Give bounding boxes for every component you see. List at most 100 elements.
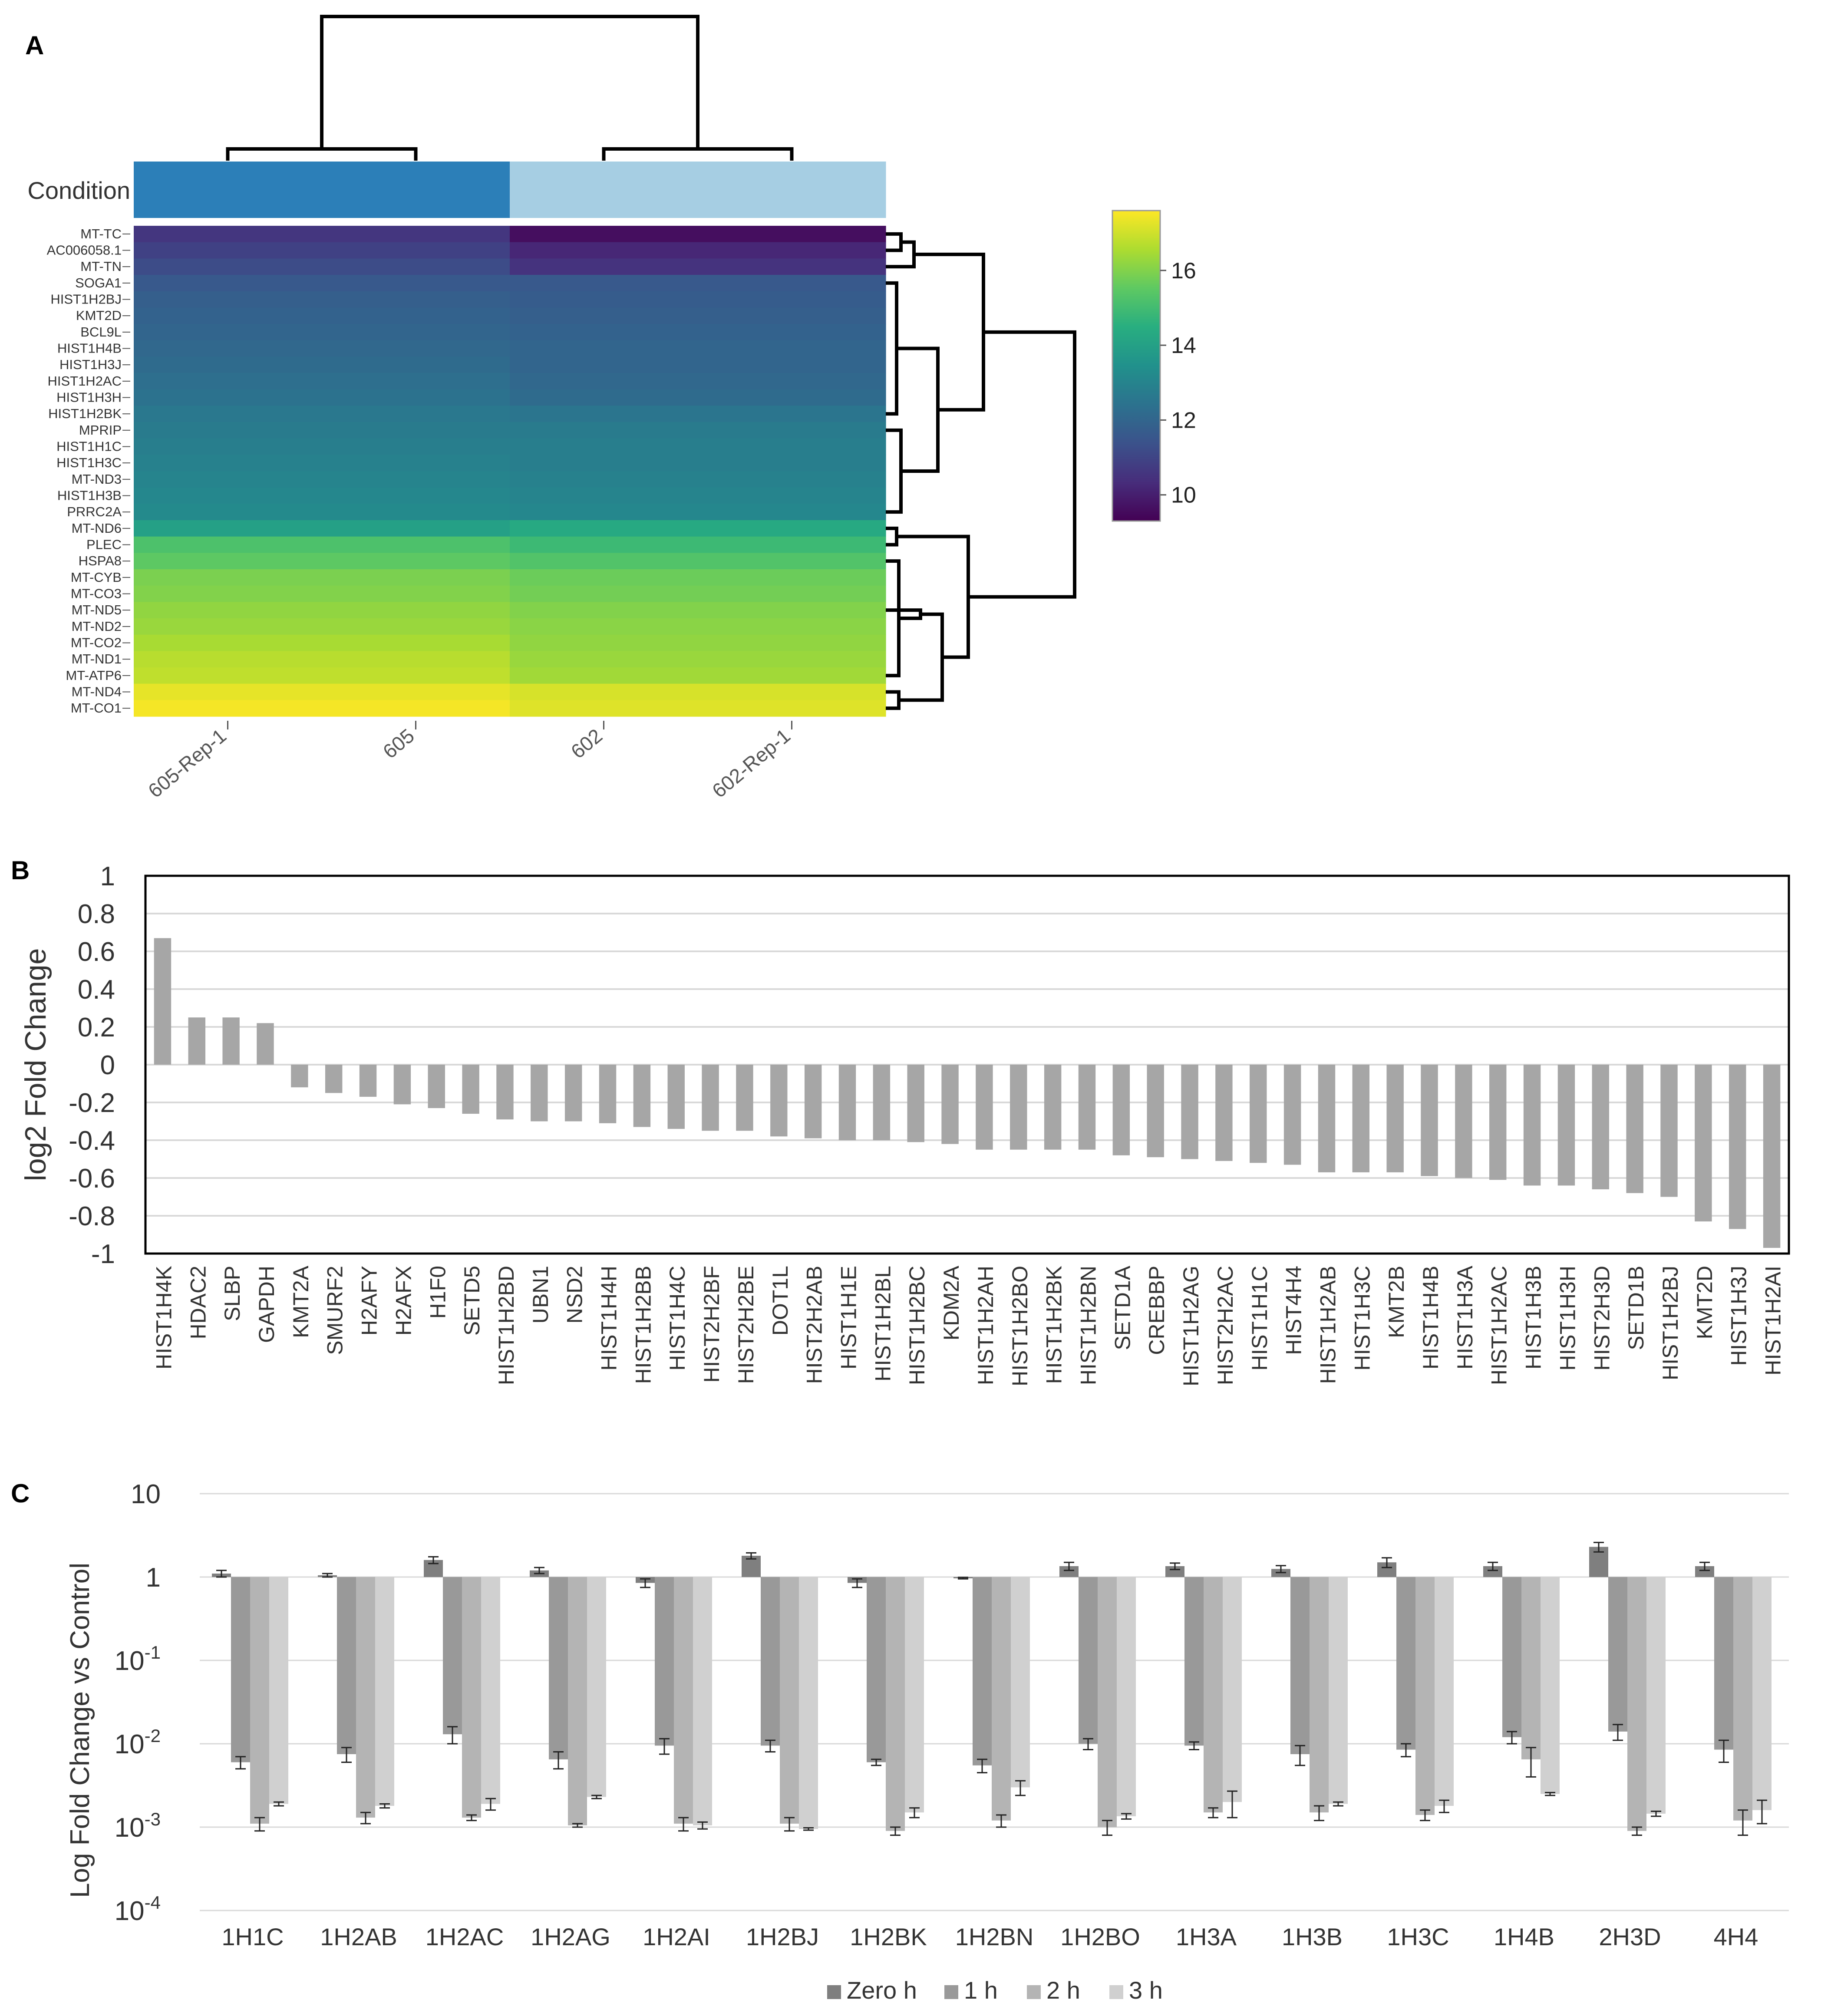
row-label: MT-ND4 (72, 684, 122, 699)
b-x-tick-label: HIST1H3A (1453, 1265, 1477, 1369)
column-dendrogram (226, 15, 794, 161)
heatmap-cell (698, 683, 886, 700)
row-label: HIST1H4B (57, 341, 122, 356)
b-bar (1352, 1065, 1370, 1172)
c-error-bar (1189, 1741, 1199, 1751)
condition-cell-605-Rep-1 (134, 162, 322, 218)
heatmap-cell (322, 618, 510, 635)
c-error-bar (1651, 1810, 1661, 1817)
heatmap-cell (134, 291, 322, 308)
heatmap-cell (134, 275, 322, 292)
heatmap-cell (698, 422, 886, 439)
row-label: MT-CYB (71, 570, 122, 585)
b-y-tick-label: 0.6 (78, 937, 115, 967)
heatmap-cell (134, 324, 322, 341)
b-bar (1318, 1065, 1336, 1172)
colorbar-tick-label: 10 (1171, 483, 1196, 508)
b-bar (1455, 1065, 1472, 1178)
c-error-bar (659, 1738, 670, 1755)
heatmap-cell (134, 226, 322, 243)
heatmap-cell (322, 667, 510, 684)
heatmap-cell (322, 487, 510, 504)
b-x-tick-label: HIST2H2AB (802, 1266, 827, 1384)
heatmap-cell (134, 569, 322, 586)
row-label: HIST1H2BK (48, 406, 122, 421)
heatmap-cell (134, 700, 322, 717)
heatmap-cell (134, 667, 322, 684)
row-label: MT-TN (80, 259, 122, 274)
b-x-tick-label: HIST1H2AC (1487, 1266, 1511, 1385)
c-bar (992, 1577, 1011, 1821)
heatmap-cell (134, 504, 322, 521)
b-bar (1078, 1065, 1096, 1150)
b-x-tick-label: HIST1H3C (1350, 1266, 1374, 1371)
c-error-bar (1738, 1809, 1748, 1836)
b-x-tick-label: KMT2B (1384, 1266, 1409, 1338)
b-bar (736, 1065, 753, 1131)
c-bar (1011, 1577, 1030, 1788)
b-x-tick-label: HIST1H2AH (973, 1266, 998, 1385)
heatmap-cell (698, 585, 886, 602)
heatmap-cell (134, 634, 322, 651)
b-x-tick-label: H2AFY (357, 1266, 382, 1336)
b-x-tick-label: HIST1H2BO (1008, 1266, 1032, 1386)
c-error-bar (447, 1726, 458, 1745)
c-x-tick-label: 1H2BN (955, 1923, 1034, 1950)
c-error-bar (274, 1801, 284, 1807)
dendrogram-branch (602, 147, 794, 161)
heatmap-cell (322, 569, 510, 586)
c-error-bar (341, 1747, 352, 1763)
c-error-bar (216, 1570, 227, 1578)
b-x-tick-label: SETD1B (1624, 1266, 1648, 1350)
c-error-bar (1227, 1790, 1237, 1818)
c-error-bar (1545, 1792, 1555, 1796)
c-y-tick-label: 10-4 (115, 1892, 161, 1926)
row-label: MT-CO2 (71, 635, 122, 650)
heatmap-cell (698, 307, 886, 324)
b-bar (941, 1065, 959, 1144)
heatmap-cell (322, 602, 510, 619)
b-x-tick-label: HIST1H2BD (494, 1266, 518, 1385)
b-y-tick-label: -0.6 (69, 1164, 115, 1194)
b-bar (1557, 1065, 1575, 1186)
b-bar (873, 1065, 891, 1140)
heatmap-cell (322, 389, 510, 406)
b-bar (1386, 1065, 1404, 1172)
b-bar (531, 1065, 548, 1122)
c-error-bar (765, 1739, 775, 1753)
condition-annotation-bar (134, 162, 886, 218)
row-label: MT-ATP6 (66, 668, 122, 683)
b-y-tick-label: 0.2 (78, 1013, 115, 1043)
heatmap-cell (510, 226, 698, 243)
heatmap-cell (322, 553, 510, 570)
dendrogram-branch (886, 608, 922, 620)
dendrogram-branch (886, 526, 898, 547)
c-error-bar (1333, 1801, 1343, 1807)
dendrogram-branch (886, 281, 898, 416)
b-bar (1250, 1065, 1267, 1163)
c-legend-swatch (827, 1985, 841, 1999)
row-label: HIST1H2BJ (50, 292, 122, 307)
c-bar (1329, 1577, 1348, 1804)
heatmap-cell (510, 356, 698, 373)
b-x-tick-label: HIST1H4K (152, 1266, 176, 1369)
heatmap-cell (322, 291, 510, 308)
heatmap-cell (134, 536, 322, 553)
c-bar (1714, 1577, 1733, 1750)
b-y-tick-label: 0 (100, 1050, 115, 1080)
heatmap-cell (322, 226, 510, 243)
colorbar-gradient (1112, 210, 1161, 522)
c-bar (1098, 1577, 1117, 1827)
b-bar (1215, 1065, 1233, 1161)
c-error-bar (1593, 1541, 1604, 1553)
b-bar (1626, 1065, 1643, 1193)
c-bar (269, 1577, 288, 1804)
b-x-tick-label: HIST2H2BE (734, 1266, 758, 1384)
c-bar (443, 1577, 462, 1735)
c-bar (867, 1577, 886, 1762)
b-y-tick-label: 1 (100, 861, 115, 891)
dendrogram-branch (897, 346, 940, 473)
b-gridlines (145, 913, 1789, 1217)
c-bar (1310, 1577, 1329, 1813)
